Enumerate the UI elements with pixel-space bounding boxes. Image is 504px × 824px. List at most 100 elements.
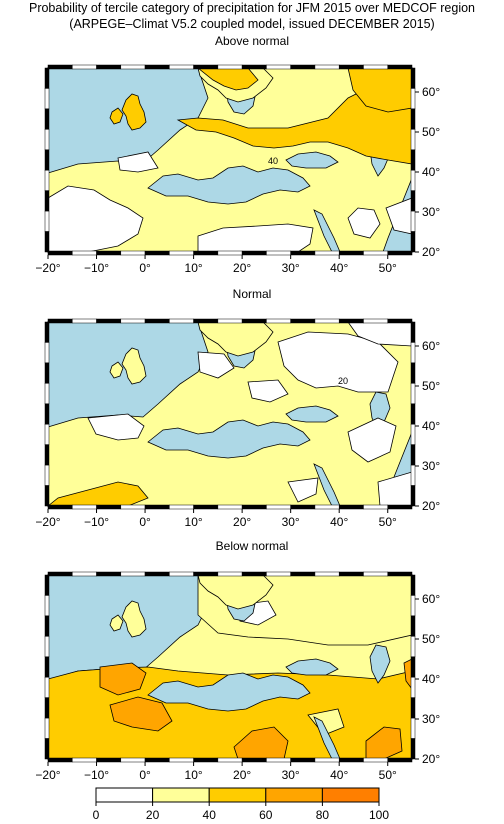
frame-stripe <box>44 129 50 151</box>
lat-tick-label: 20° <box>422 245 440 259</box>
lon-tick-label: −20° <box>35 768 60 782</box>
frame-stripe <box>47 64 73 70</box>
frame-stripe <box>410 595 416 617</box>
lat-tick-label: 50° <box>422 632 440 646</box>
frame-stripe <box>96 250 122 256</box>
mediterranean-sea <box>147 165 311 205</box>
lon-tick-label: −20° <box>35 515 60 529</box>
region-0-20 <box>347 207 381 239</box>
frame-stripe <box>410 676 416 698</box>
frame-stripe <box>410 321 416 343</box>
frame-stripe <box>314 504 340 510</box>
region-40-60 <box>196 67 259 91</box>
frame-stripe <box>193 757 219 763</box>
frame-stripe <box>144 504 170 510</box>
frame-stripe <box>72 757 97 763</box>
frame-stripe <box>338 757 364 763</box>
frame-stripe <box>72 504 97 510</box>
lon-tick-label: 10° <box>185 261 203 275</box>
caspian-sea <box>369 644 391 684</box>
frame-stripe <box>410 88 416 110</box>
frame-stripe <box>363 64 388 70</box>
lat-tick-label: 30° <box>422 712 440 726</box>
lon-tick-label: 0° <box>139 768 151 782</box>
lat-tick-label: 30° <box>422 205 440 219</box>
black-sea <box>285 405 339 423</box>
frame-stripe <box>363 318 388 324</box>
frame-stripe <box>47 571 73 577</box>
frame-stripe <box>241 757 267 763</box>
frame-stripe <box>44 656 50 678</box>
frame-stripe <box>314 571 340 577</box>
frame-stripe <box>410 444 416 466</box>
frame-stripe <box>44 403 50 425</box>
frame-stripe <box>44 636 50 658</box>
frame-stripe <box>44 342 50 364</box>
frame-stripe <box>120 250 146 256</box>
panel-title-above-normal: Above normal <box>214 34 290 48</box>
frame-stripe <box>338 571 364 577</box>
frame-stripe <box>410 362 416 384</box>
mediterranean-sea <box>147 419 311 459</box>
frame-stripe <box>44 108 50 130</box>
frame-stripe <box>338 250 364 256</box>
frame-stripe <box>44 574 50 596</box>
lat-tick-label: 50° <box>422 379 440 393</box>
frame-stripe <box>410 656 416 678</box>
frame-stripe <box>96 318 122 324</box>
panel-title-normal: Normal <box>232 287 272 301</box>
colorbar-label: 100 <box>369 808 389 822</box>
frame-stripe <box>410 485 416 507</box>
frame-stripe <box>241 318 267 324</box>
region-60-80 <box>99 662 147 696</box>
lon-tick-label: −10° <box>84 515 109 529</box>
colorbar-swatch <box>265 787 323 803</box>
lon-tick-label: 50° <box>379 768 397 782</box>
frame-stripe <box>193 504 219 510</box>
frame-stripe <box>410 717 416 739</box>
frame-stripe <box>410 108 416 130</box>
frame-stripe <box>387 571 413 577</box>
region-60-80 <box>109 696 173 732</box>
frame-stripe <box>410 574 416 596</box>
frame-stripe <box>169 250 194 256</box>
colorbar-label: 80 <box>316 808 330 822</box>
lat-tick-label: 30° <box>422 459 440 473</box>
region-0-20 <box>247 379 289 403</box>
region-0-20 <box>197 351 235 379</box>
frame-stripe <box>410 383 416 405</box>
frame-stripe <box>290 250 316 256</box>
lat-tick-label: 40° <box>422 419 440 433</box>
frame-stripe <box>44 190 50 212</box>
region-40-60 <box>176 75 413 165</box>
lon-tick-label: 20° <box>233 768 251 782</box>
frame-stripe <box>169 757 194 763</box>
frame-stripe <box>193 64 219 70</box>
frame-stripe <box>47 250 73 256</box>
black-sea <box>285 151 339 169</box>
frame-stripe <box>169 318 194 324</box>
lon-tick-label: −10° <box>84 768 109 782</box>
frame-stripe <box>72 571 97 577</box>
frame-stripe <box>44 676 50 698</box>
figure-title: Probability of tercile category of preci… <box>28 1 476 15</box>
frame-stripe <box>217 571 243 577</box>
frame-stripe <box>290 504 316 510</box>
frame-stripe <box>410 636 416 658</box>
frame-stripe <box>363 504 388 510</box>
region-0-20 <box>117 151 159 173</box>
frame-stripe <box>96 571 122 577</box>
black-sea <box>285 658 339 676</box>
lon-tick-label: 20° <box>233 515 251 529</box>
frame-stripe <box>290 318 316 324</box>
frame-stripe <box>217 504 243 510</box>
frame-stripe <box>410 67 416 89</box>
frame-stripe <box>44 362 50 384</box>
frame-stripe <box>387 64 413 70</box>
frame-stripe <box>338 64 364 70</box>
lon-tick-label: 40° <box>330 515 348 529</box>
frame-stripe <box>290 571 316 577</box>
frame-stripe <box>72 318 97 324</box>
frame-stripe <box>410 149 416 171</box>
colorbar-swatch <box>95 787 154 803</box>
